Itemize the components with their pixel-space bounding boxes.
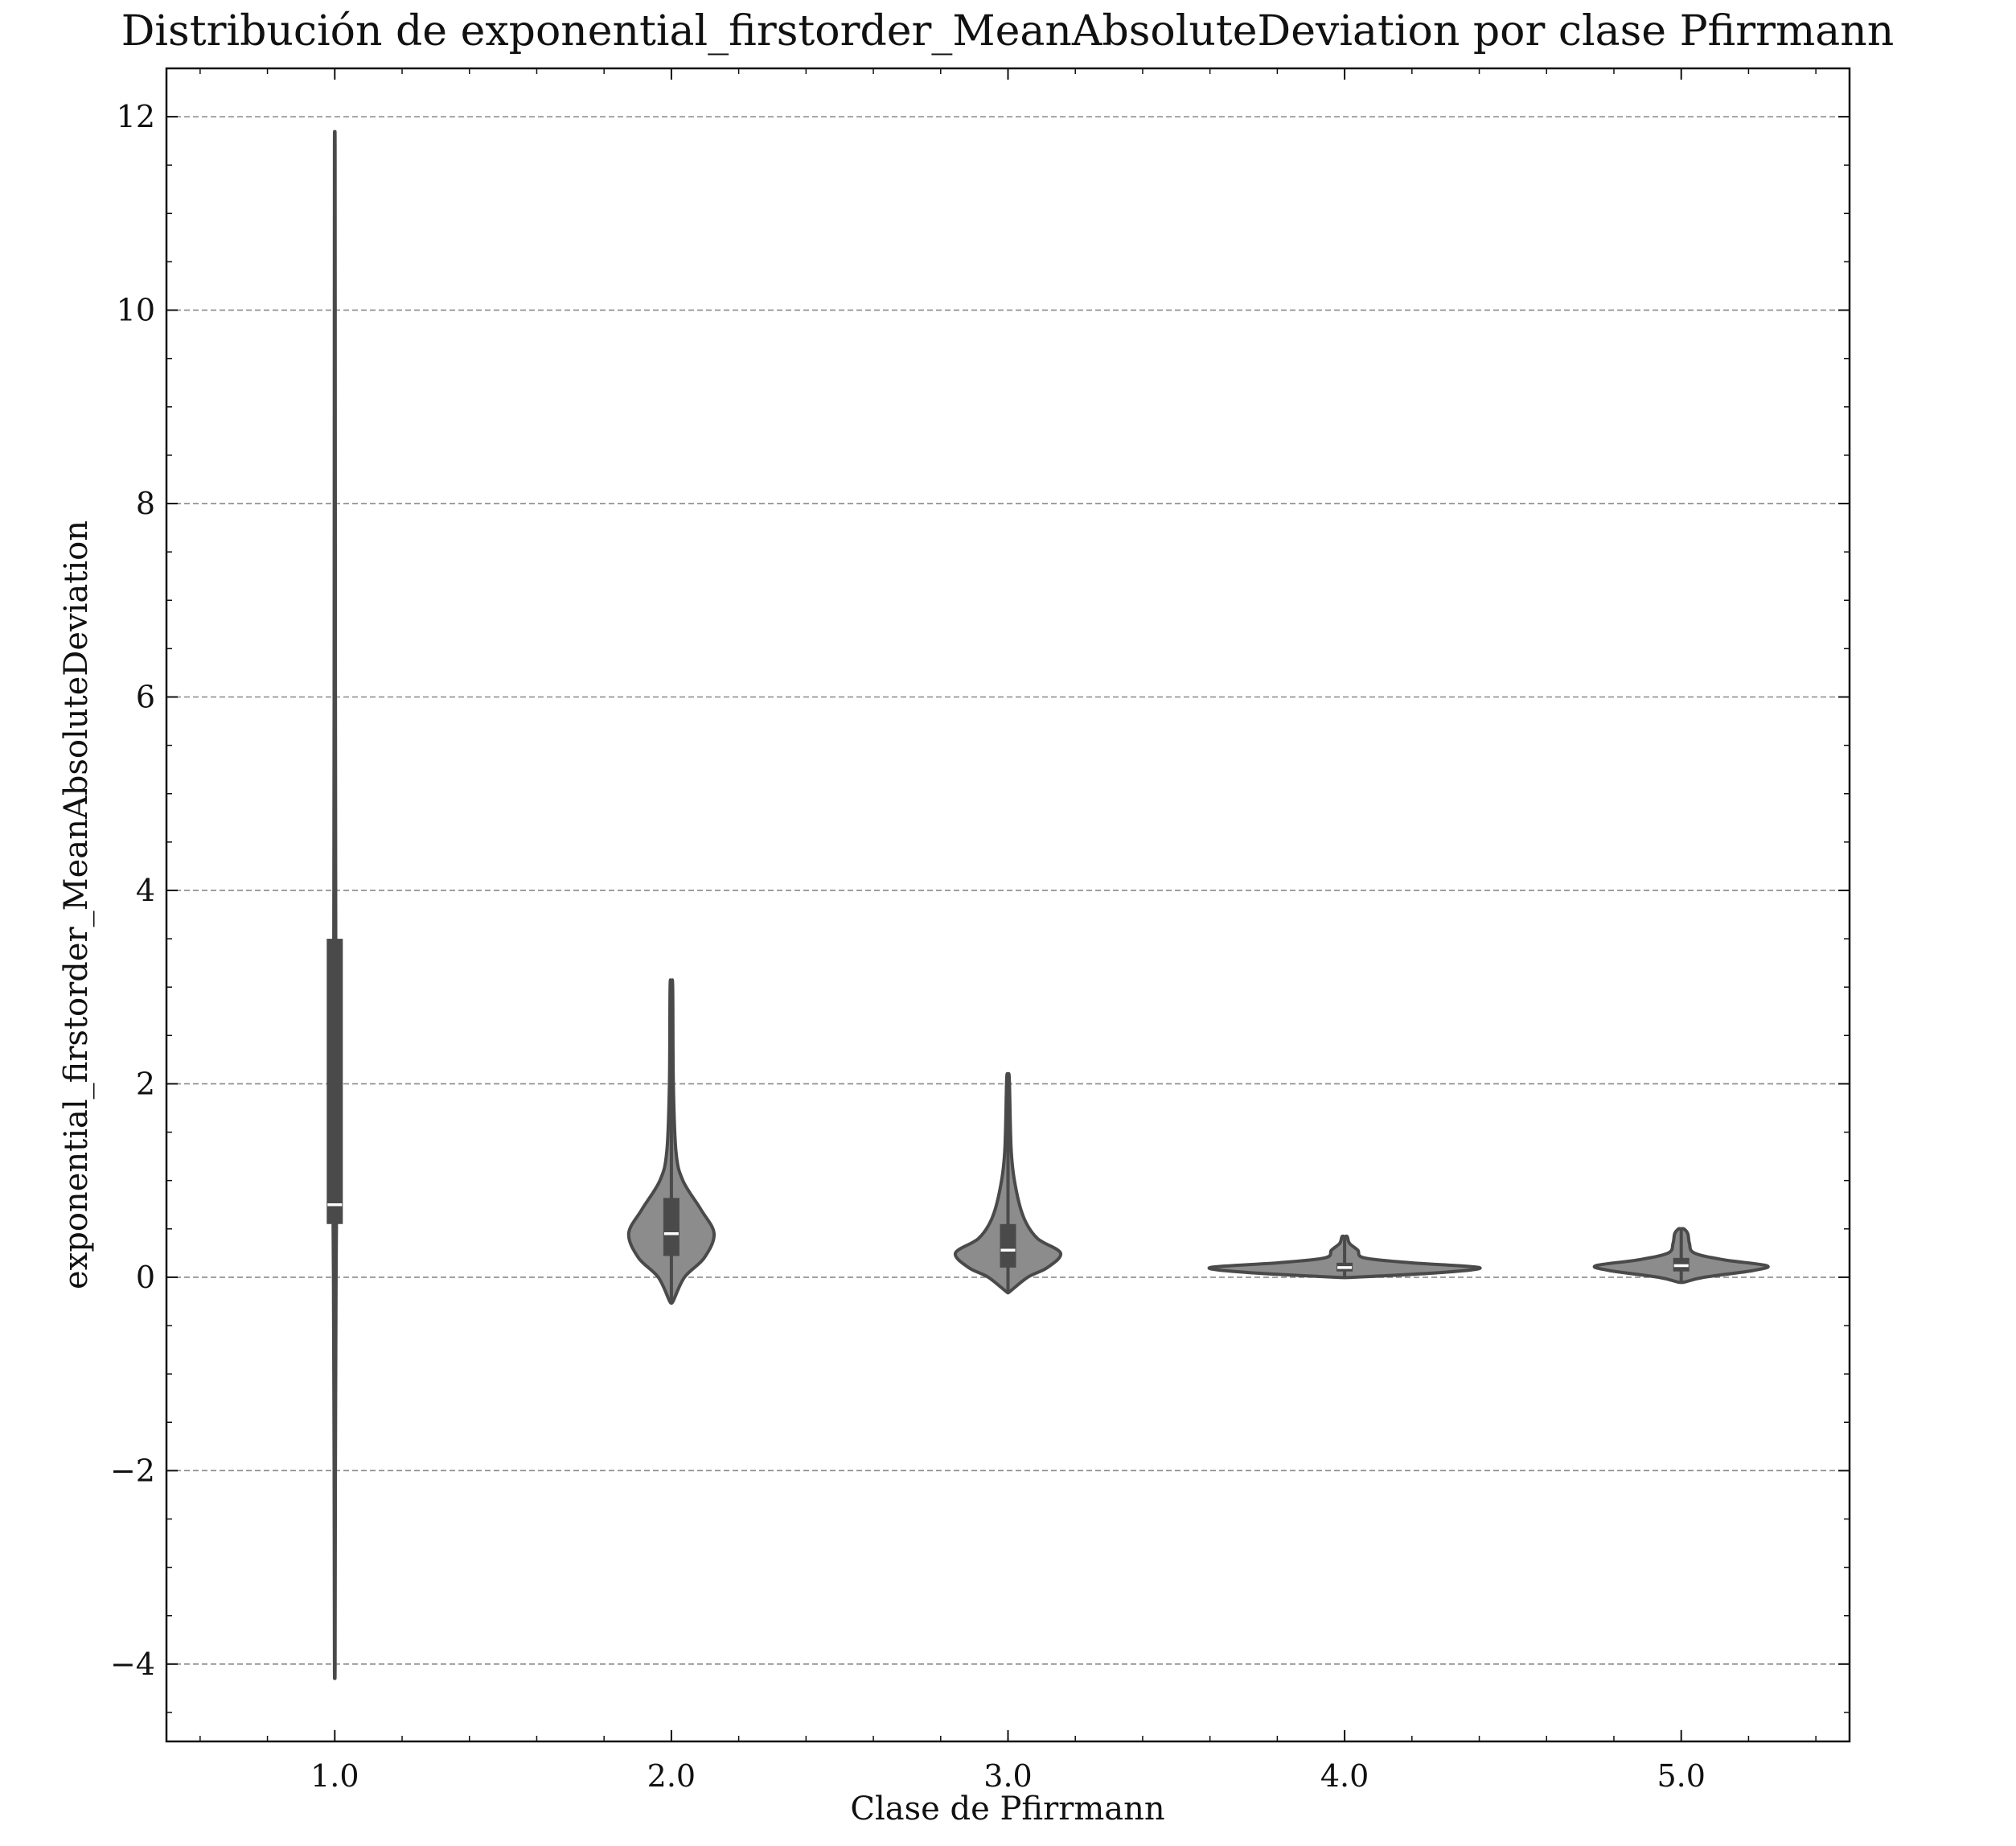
y-tick-label: 10 [117, 293, 155, 328]
grid-lines [166, 116, 1850, 1665]
x-axis-label: Clase de Pfirrmann [850, 1790, 1164, 1827]
y-tick-label: 2 [136, 1066, 155, 1101]
y-tick-label: 0 [136, 1260, 155, 1295]
plot-frame [165, 67, 1851, 1743]
violin-iqr-box [663, 1198, 680, 1256]
x-tick-label: 2.0 [647, 1758, 696, 1794]
y-tick-label: 12 [117, 99, 155, 134]
violin-iqr-box [1000, 1223, 1016, 1268]
y-tick-label: 8 [136, 486, 155, 521]
y-tick-label: 6 [136, 680, 155, 715]
x-tick-label: 3.0 [983, 1758, 1032, 1794]
violin-iqr-box [326, 939, 343, 1224]
y-tick-label: −2 [110, 1453, 155, 1488]
chart-title: Distribución de exponential_firstorder_M… [121, 7, 1895, 56]
x-tick-labels: 1.0 2.0 3.0 4.0 5.0 [310, 1758, 1706, 1794]
y-tick-label: 4 [136, 873, 155, 908]
axis-ticks [166, 68, 1850, 1741]
y-tick-label: −4 [110, 1647, 155, 1682]
x-tick-label: 5.0 [1657, 1758, 1705, 1794]
violins [326, 130, 1770, 1680]
x-tick-label: 4.0 [1320, 1758, 1369, 1794]
x-tick-label: 1.0 [310, 1758, 359, 1794]
y-tick-labels: −4 −2 0 2 4 6 8 10 12 [110, 99, 155, 1682]
y-axis-label: exponential_firstorder_MeanAbsoluteDevia… [58, 520, 95, 1289]
